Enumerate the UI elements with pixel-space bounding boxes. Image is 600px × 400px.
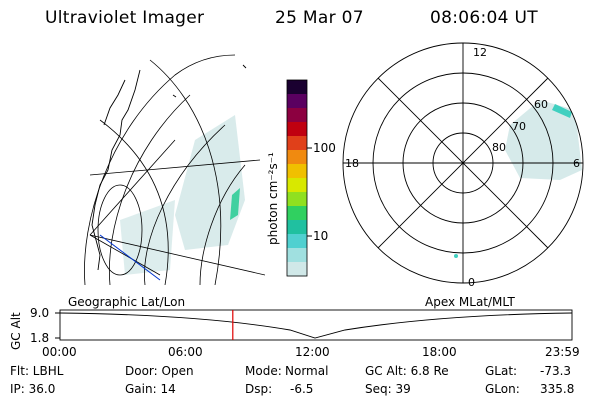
instrument-title: Ultraviolet Imager xyxy=(45,8,205,28)
polar-panel-label: Apex MLat/MLT xyxy=(425,295,515,309)
polar-aurora-spot xyxy=(454,254,458,258)
info-mode-label: Mode: xyxy=(245,364,282,378)
colorbar-unit-label: photon cm⁻²s⁻¹ xyxy=(266,152,280,245)
colorbar-label-10: 10 xyxy=(313,229,329,243)
polar-plot-panel xyxy=(342,42,584,284)
observation-time: 08:06:04 UT xyxy=(430,8,538,28)
mlat-label-80: 80 xyxy=(492,141,506,154)
timeline-ytick-label-1.8: 1.8 xyxy=(30,331,50,345)
observation-date: 25 Mar 07 xyxy=(275,8,364,28)
geo-aurora-bright xyxy=(230,188,240,220)
mlt-label-0: 0 xyxy=(468,276,475,289)
colorbar-band xyxy=(287,220,307,235)
colorbar-band xyxy=(287,192,307,207)
colorbar-band xyxy=(287,108,307,123)
polar-diagonal-2 xyxy=(377,77,549,249)
timeline-xtick-label: 12:00 xyxy=(295,345,330,359)
timeline-ytick-label-9: 9.0 xyxy=(30,306,50,320)
timeline-xtick-label: 06:00 xyxy=(168,345,203,359)
mlt-label-6: 6 xyxy=(573,157,580,170)
colorbar-band xyxy=(287,80,307,95)
mlt-label-12: 12 xyxy=(473,46,487,59)
colorbar-band xyxy=(287,262,307,277)
colorbar-band xyxy=(287,234,307,249)
geo-sat-track xyxy=(99,234,161,281)
colorbar-band xyxy=(287,122,307,137)
info-filter: Flt: LBHL xyxy=(10,364,64,378)
info-dsp-value: -6.5 xyxy=(290,382,314,396)
colorbar-band xyxy=(287,136,307,151)
timeline-xtick-label: 00:00 xyxy=(42,345,77,359)
info-mode-value: Normal xyxy=(285,364,329,378)
info-glon-label: GLon: xyxy=(485,382,520,396)
mlat-label-70: 70 xyxy=(512,120,526,133)
colorbar-band xyxy=(287,248,307,263)
timeline-altitude-curve xyxy=(59,312,573,339)
colorbar-label-100: 100 xyxy=(313,141,336,155)
geographic-map-panel xyxy=(84,54,265,285)
info-glat-label: GLat: xyxy=(485,364,518,378)
timeline-xtick-label: 18:00 xyxy=(422,345,457,359)
info-gc-alt: GC Alt: 6.8 Re xyxy=(365,364,449,378)
colorbar-band xyxy=(287,150,307,165)
colorbar xyxy=(287,80,307,277)
geo-coastline xyxy=(91,64,247,271)
colorbar-band xyxy=(287,164,307,179)
info-dsp-label: Dsp: xyxy=(245,382,273,396)
polar-aurora-emission xyxy=(505,100,582,180)
info-glon-value: 335.8 xyxy=(540,382,575,396)
polar-aurora-bright xyxy=(552,104,572,118)
info-gain: Gain: 14 xyxy=(125,382,176,396)
info-glat-value: -73.3 xyxy=(540,364,572,378)
info-door: Door: Open xyxy=(125,364,194,378)
timeline-panel xyxy=(55,309,573,341)
geo-panel-label: Geographic Lat/Lon xyxy=(68,295,186,309)
colorbar-band xyxy=(287,206,307,221)
timeline-frame xyxy=(59,309,573,341)
info-seq: Seq: 39 xyxy=(365,382,411,396)
geo-aurora-emission xyxy=(120,115,245,275)
colorbar-band xyxy=(287,94,307,109)
geo-grid xyxy=(84,54,265,285)
colorbar-band xyxy=(287,178,307,193)
info-ip: IP: 36.0 xyxy=(10,382,56,396)
mlt-label-18: 18 xyxy=(345,157,359,170)
timeline-xtick-label: 23:59 xyxy=(545,345,580,359)
colorbar-frame xyxy=(286,79,308,277)
timeline-ylabel: GC Alt xyxy=(9,312,23,350)
mlat-label-60: 60 xyxy=(534,98,548,111)
